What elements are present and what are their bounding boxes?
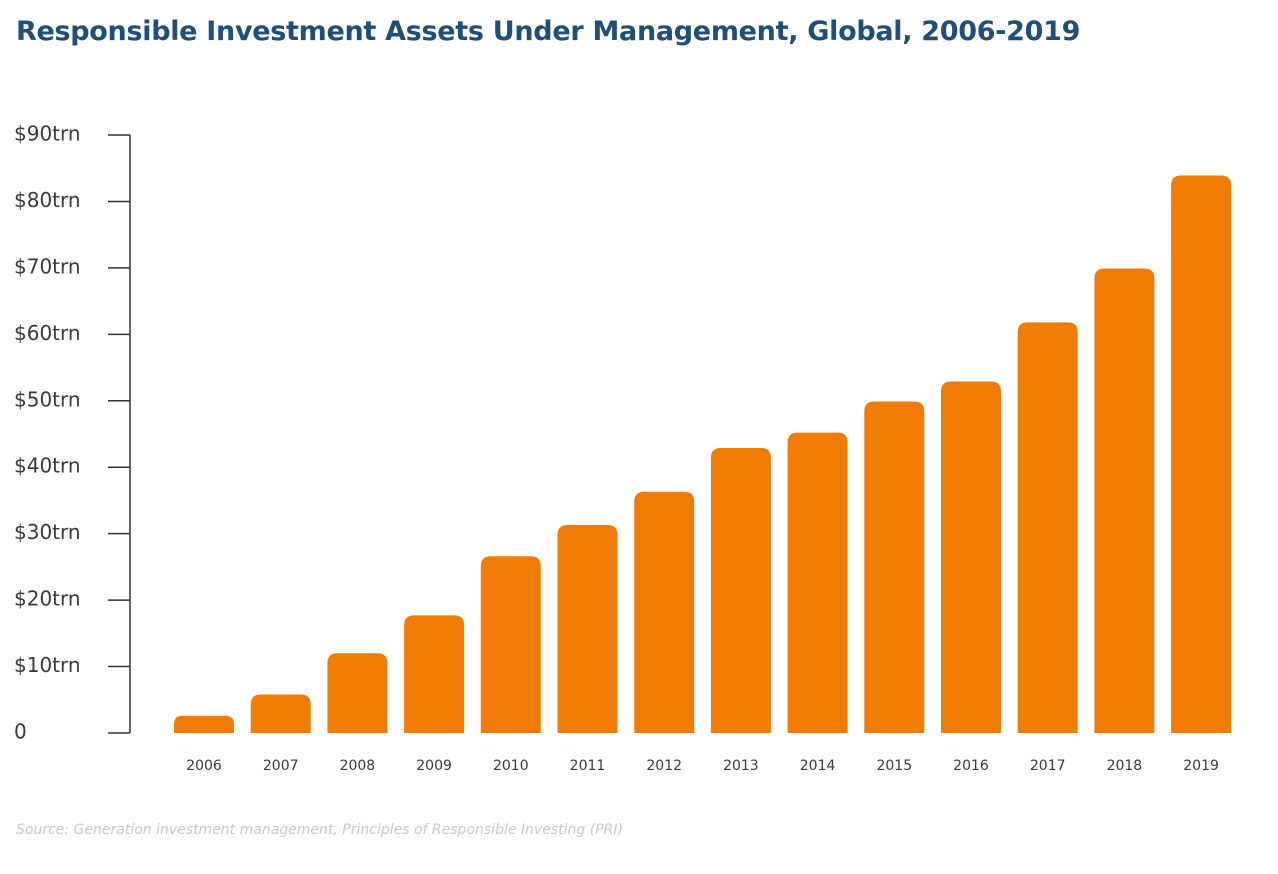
x-tick-label: 2010 (493, 758, 529, 774)
bar-2010 (480, 556, 541, 733)
bar-2009 (404, 615, 465, 733)
bar-2013 (710, 447, 771, 733)
y-tick-label: $80trn (14, 188, 81, 212)
y-tick-label: $20trn (14, 587, 81, 611)
x-tick-label: 2017 (1030, 758, 1066, 774)
bar-2012 (634, 491, 695, 733)
source-note: Source: Generation investment management… (16, 822, 623, 838)
y-tick-label: $90trn (14, 122, 81, 146)
x-tick-label: 2007 (263, 758, 299, 774)
x-tick-label: 2011 (570, 758, 606, 774)
x-tick-label: 2018 (1107, 758, 1143, 774)
y-tick-label: $40trn (14, 454, 81, 478)
y-tick-label: $60trn (14, 321, 81, 345)
bar-2007 (250, 694, 311, 733)
bar-2015 (864, 401, 925, 733)
x-tick-label: 2019 (1183, 758, 1219, 774)
y-tick-label: $70trn (14, 254, 81, 278)
x-tick-label: 2006 (186, 758, 222, 774)
x-tick-label: 2013 (723, 758, 759, 774)
y-tick-label: $30trn (14, 520, 81, 544)
bars (174, 175, 1232, 733)
y-tick-labels: 0 $10trn $20trn $30trn $40trn $50trn $60trn $70… (14, 122, 130, 744)
x-tick-label: 2014 (800, 758, 836, 774)
bar-2011 (557, 525, 618, 733)
bar-2018 (1094, 268, 1155, 733)
bar-2016 (941, 381, 1001, 733)
bar-2006 (174, 715, 234, 733)
x-tick-label: 2009 (416, 758, 452, 774)
x-tick-label: 2008 (340, 758, 376, 774)
bar-2014 (787, 432, 848, 733)
bar-2019 (1171, 175, 1232, 733)
bar-2017 (1017, 322, 1078, 733)
x-tick-label: 2016 (953, 758, 989, 774)
x-tick-labels: 2006 2007 2008 2009 2010 2011 2012 2013 2014 2015… (186, 758, 1219, 774)
x-tick-label: 2012 (646, 758, 682, 774)
bar-2008 (327, 653, 388, 733)
y-tick-label: 0 (14, 720, 27, 744)
y-tick-label: $10trn (14, 653, 81, 677)
y-tick-label: $50trn (14, 387, 81, 411)
x-tick-label: 2015 (876, 758, 912, 774)
chart-title: Responsible Investment Assets Under Mana… (16, 16, 1081, 47)
